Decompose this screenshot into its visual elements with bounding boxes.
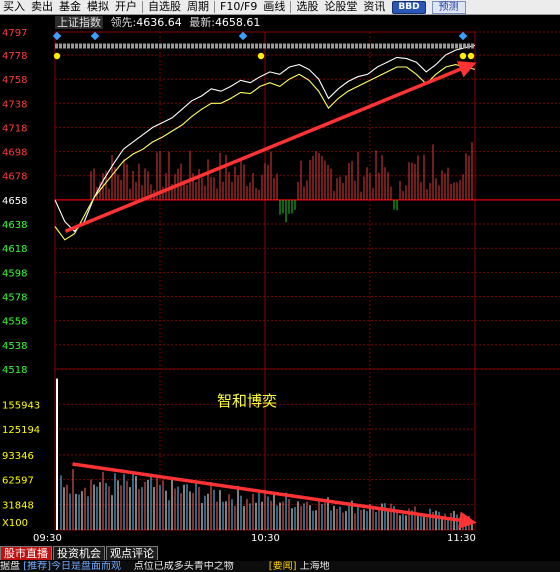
volume-unit-label: X100 <box>2 518 28 529</box>
price-tick-label: 4698 <box>2 148 27 159</box>
price-tick-label: 4598 <box>2 268 27 279</box>
ticker-seg5[interactable]: 上海地 <box>299 561 330 572</box>
time-tick-label: 11:30 <box>447 533 476 544</box>
menu-separator <box>142 1 143 13</box>
menu-item-6[interactable]: 周期 <box>187 0 209 13</box>
menu-item-9[interactable]: 选股 <box>296 0 319 13</box>
news-tab-0[interactable]: 股市直播 <box>0 546 52 560</box>
price-tick-label: 4778 <box>2 51 27 62</box>
menu-bar: 买入 卖出 基金 模拟 开户 自选股 周期 F10/F9 画线 选股 论股堂 资讯 BBD 预测 <box>0 0 560 15</box>
price-line-latest[interactable] <box>54 44 476 233</box>
volume-tick-label: 31848 <box>2 500 34 511</box>
news-ticker[interactable]: 据盘 [推荐]今日是盘面而观 点位已成多头青中之物 [要闻] 上海地 <box>0 561 560 572</box>
lead-value: 4636.64 <box>136 16 182 29</box>
price-tick-label: 4797 <box>2 28 27 39</box>
volume-tick-label: 62597 <box>2 476 34 487</box>
news-tab-2[interactable]: 观点评论 <box>106 546 158 560</box>
price-tick-label: 4638 <box>2 220 27 231</box>
news-tabs: 股市直播 投资机会 观点评论 <box>0 546 159 560</box>
price-tick-label: 4518 <box>2 365 27 376</box>
price-tick-label: 4758 <box>2 75 27 86</box>
signal-dot-yellow <box>467 52 475 60</box>
intraday-chart[interactable]: 4797 4778 4758 4738 4718 4698 4678 4658 4638 4618… <box>0 0 560 546</box>
watermark-label: 智和博奕 <box>217 392 277 410</box>
latest-value: 4658.61 <box>214 16 261 29</box>
signal-dot-yellow <box>53 52 61 60</box>
menu-item-8[interactable]: 画线 <box>263 0 286 13</box>
ticker-seg4[interactable]: [要闻] <box>268 561 297 572</box>
price-tick-label: 4678 <box>2 172 27 183</box>
time-tick-label: 09:30 <box>33 533 62 544</box>
menu-separator <box>214 1 215 13</box>
news-tab-1[interactable]: 投资机会 <box>53 546 105 560</box>
signal-dot-yellow <box>459 52 467 60</box>
price-tick-label: 4738 <box>2 99 27 110</box>
menu-item-0[interactable]: 买入 <box>3 0 25 13</box>
volume-tick-label: 155943 <box>2 400 40 411</box>
signal-diamond-blue <box>458 31 468 41</box>
price-tick-label: 4618 <box>2 244 27 255</box>
menu-item-11[interactable]: 资讯 <box>363 0 386 13</box>
menu-item-5[interactable]: 自选股 <box>148 0 181 13</box>
time-tick-label: 10:30 <box>251 533 280 544</box>
ticker-seg1: 据盘 <box>0 561 20 572</box>
price-tick-label: 4578 <box>2 293 27 304</box>
price-tick-label: 4538 <box>2 341 27 352</box>
menu-item-10[interactable]: 论股堂 <box>324 0 358 13</box>
forecast-button[interactable]: 预测 <box>431 0 466 14</box>
signal-diamond-blue <box>90 31 100 41</box>
price-line-lead[interactable] <box>54 64 476 241</box>
latest-label: 最新: <box>189 16 215 29</box>
volume-tick-label: 93346 <box>2 451 34 462</box>
volume-tick-label: 125194 <box>2 425 40 436</box>
bbd-button[interactable]: BBD <box>392 0 426 14</box>
menu-item-4[interactable]: 开户 <box>115 0 137 13</box>
signal-dot-yellow <box>257 52 265 60</box>
trend-arrow-volume <box>72 462 477 529</box>
trend-arrow-price <box>64 61 477 233</box>
ticker-seg3[interactable]: 点位已成多头青中之物 <box>133 561 234 572</box>
menu-separator <box>290 1 292 13</box>
price-tick-label: 4558 <box>2 317 27 328</box>
index-name[interactable]: 上证指数 <box>55 16 103 29</box>
signal-diamond-blue <box>238 31 248 41</box>
menu-item-2[interactable]: 基金 <box>59 0 81 13</box>
signal-diamond-blue <box>52 31 62 41</box>
menu-item-1[interactable]: 卖出 <box>31 0 53 13</box>
lead-label: 领先: <box>110 16 137 29</box>
price-tick-label: 4718 <box>2 123 27 134</box>
chart-header: 上证指数 领先:4636.64 最新:4658.61 <box>55 16 260 30</box>
menu-item-3[interactable]: 模拟 <box>87 0 109 13</box>
ticker-seg2[interactable]: [推荐]今日是盘面而观 <box>23 561 121 572</box>
menu-item-7[interactable]: F10/F9 <box>220 0 258 13</box>
price-tick-label: 4658 <box>2 196 27 207</box>
